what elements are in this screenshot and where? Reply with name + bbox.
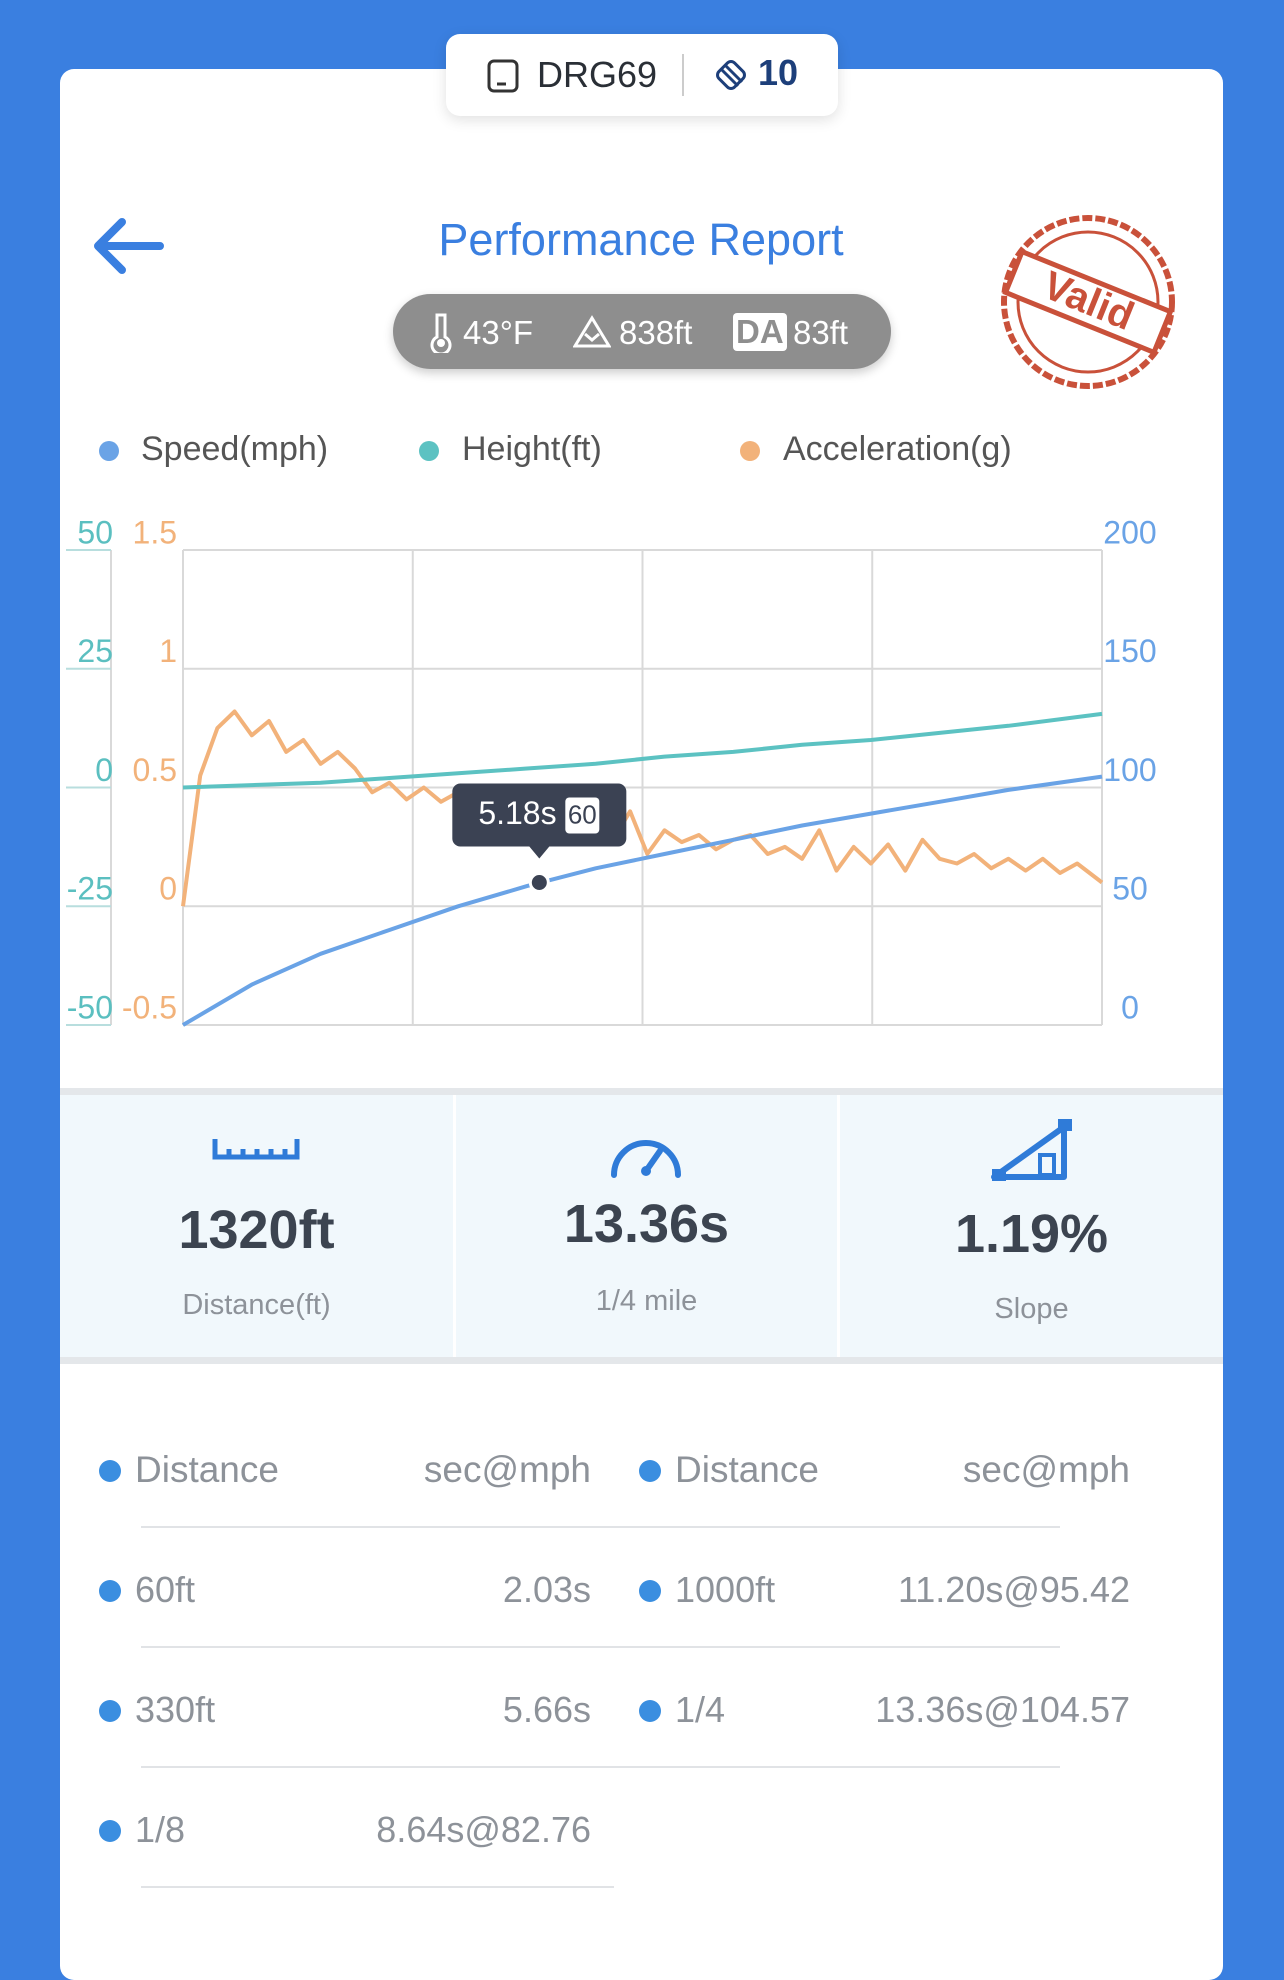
divider: [60, 1088, 1223, 1095]
count[interactable]: 10: [758, 52, 799, 93]
density-altitude: 83ft: [793, 314, 849, 351]
y3-tick-label: 1: [159, 633, 177, 669]
row-dot: [639, 1460, 661, 1482]
cell-value: 8.64s@82.76: [376, 1809, 591, 1850]
cell-value: 2.03s: [502, 1569, 591, 1610]
y-tick-label: -25: [67, 871, 113, 907]
legend-label: Height(ft): [462, 430, 602, 468]
cell-label: 1/4: [675, 1689, 726, 1730]
cell-value: sec@mph: [423, 1449, 591, 1490]
y3-tick-label: 1.5: [133, 514, 177, 550]
series-line: [181, 774, 1103, 1027]
stat-label: Slope: [994, 1293, 1069, 1325]
row-dot: [99, 1700, 121, 1722]
stat-slope: 1.19% Slope: [840, 1095, 1223, 1357]
conditions-pill: 43°F 838ft DA 83ft: [393, 294, 891, 369]
y2-tick-label: 50: [1112, 871, 1148, 907]
y2-tick-label: 150: [1103, 633, 1156, 669]
y-tick-label: 50: [77, 514, 113, 550]
stat-value: 1320ft: [178, 1200, 335, 1260]
valid-stamp: Valid: [1001, 215, 1175, 389]
y3-tick-label: 0.5: [133, 752, 177, 788]
stat-value: 1.19%: [954, 1204, 1109, 1264]
tooltip-value: 60: [568, 799, 597, 829]
cell-label: Distance: [135, 1449, 279, 1490]
mountain-icon: [573, 315, 611, 348]
legend-label: Acceleration(g): [783, 430, 1012, 468]
legend-dot: [740, 441, 760, 461]
row-dot: [99, 1460, 121, 1482]
stat-value: 13.36s: [563, 1194, 730, 1254]
row-dot: [99, 1580, 121, 1602]
y2-tick-label: 0: [1121, 989, 1139, 1025]
tooltip: 5.18s 60: [452, 783, 627, 859]
row-dot: [99, 1820, 121, 1842]
device-id: DRG69: [537, 54, 658, 95]
y2-tick-label: 200: [1103, 514, 1156, 550]
stat-time: 13.36s 1/4 mile: [456, 1095, 837, 1357]
thermometer-icon: [430, 313, 452, 353]
series-line: [182, 711, 1103, 790]
ruler-icon: [212, 1139, 300, 1160]
row-separator: [141, 1526, 1060, 1528]
device-pill: DRG69 10: [446, 34, 838, 116]
row-separator: [141, 1646, 1060, 1648]
title: Performance Report: [438, 214, 844, 265]
row-separator: [141, 1766, 1060, 1768]
da-badge: DA: [733, 313, 787, 351]
cell-value: 5.66s: [502, 1689, 591, 1730]
legend-dot: [99, 441, 119, 461]
stat-label: 1/4 mile: [595, 1285, 698, 1317]
count-icon: [716, 60, 746, 90]
y-tick-label: 0: [95, 752, 113, 788]
divider: [60, 1357, 1223, 1364]
gauge-icon: [611, 1140, 681, 1178]
cell-value: 11.20s@95.42: [897, 1569, 1130, 1610]
tooltip-time: 5.18s: [478, 795, 556, 831]
row-separator: [141, 1886, 614, 1888]
y3-tick-label: -0.5: [122, 989, 177, 1025]
row-dot: [639, 1700, 661, 1722]
legend-dot: [419, 441, 439, 461]
chart: -50 -25 0 25 50 -0.5 0 0.5 1 1.5 0 50 100 150 200 5.18s…: [66, 514, 1157, 1027]
altitude: 838ft: [619, 314, 693, 351]
cell-label: 330ft: [135, 1689, 216, 1730]
cell-label: 60ft: [135, 1569, 196, 1610]
y2-tick-label: 100: [1103, 752, 1156, 788]
cell-label: 1/8: [135, 1809, 186, 1850]
stat-distance: 1320ft Distance(ft): [60, 1095, 453, 1357]
y-tick-label: 25: [77, 633, 113, 669]
cell-value: 13.36s@104.57: [875, 1689, 1130, 1730]
row-dot: [639, 1580, 661, 1602]
legend-label: Speed(mph): [141, 430, 329, 468]
tooltip-badge: [565, 797, 600, 834]
back-button[interactable]: [88, 216, 168, 276]
cell-value: sec@mph: [962, 1449, 1130, 1490]
y3-tick-label: 0: [159, 871, 177, 907]
stat-label: Distance(ft): [182, 1289, 331, 1321]
slope-icon: [991, 1119, 1072, 1181]
y-tick-label: -50: [67, 989, 113, 1025]
divider: [682, 54, 684, 96]
tooltip-point: [528, 872, 550, 893]
cell-label: Distance: [675, 1449, 819, 1490]
cell-label: 1000ft: [675, 1569, 776, 1610]
temperature: 43°F: [463, 314, 534, 351]
series-line: [181, 709, 1104, 907]
device-icon: [487, 59, 519, 93]
